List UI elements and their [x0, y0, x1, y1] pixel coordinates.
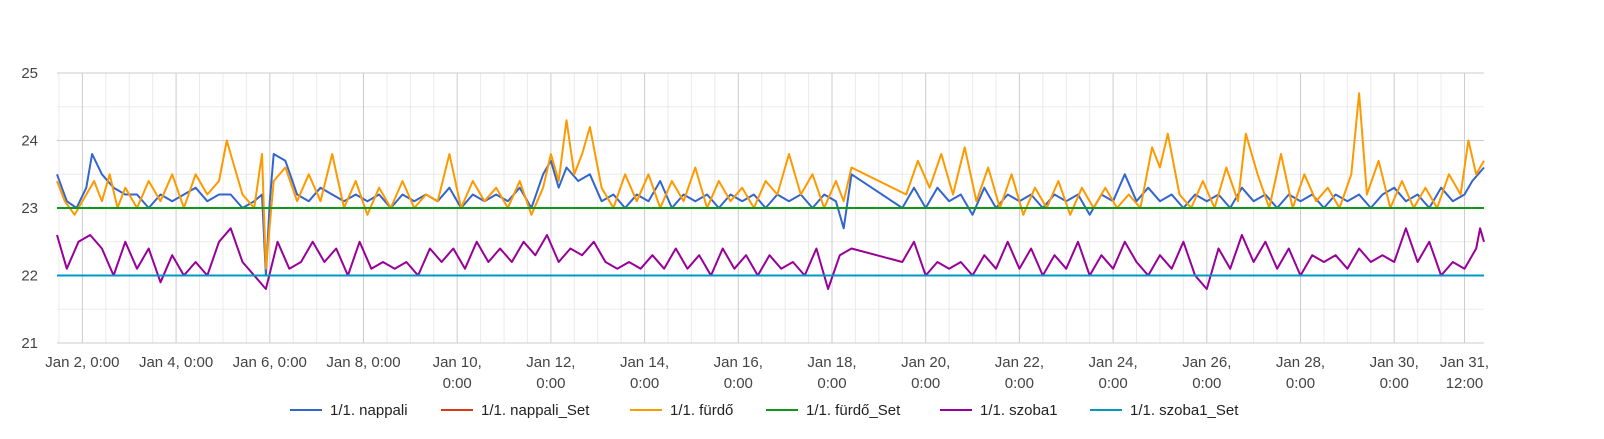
x-axis-tick-labels: Jan 2, 0:00 Jan 4, 0:00 Jan 6, 0:00 Jan 8, …: [45, 354, 1489, 392]
x-tick-label: Jan 6, 0:00: [233, 354, 307, 371]
x-tick-label: Jan 28,: [1276, 354, 1325, 371]
x-tick-label: Jan 18,: [807, 354, 856, 371]
x-tick-label: Jan 12,: [526, 354, 575, 371]
y-tick-label: 25: [21, 65, 38, 82]
x-tick-label: Jan 22,: [995, 354, 1044, 371]
y-axis-tick-labels: 21 22 23 24 25: [21, 65, 38, 352]
x-tick-label: Jan 2, 0:00: [45, 354, 119, 371]
series-line-1-1-nappali: [56, 153, 1485, 277]
x-tick-label-line2: 0:00: [1098, 375, 1127, 392]
y-tick-label: 21: [21, 335, 38, 352]
x-tick-label: Jan 10,: [433, 354, 482, 371]
x-tick-label-line2: 0:00: [724, 375, 753, 392]
series-lines: [56, 92, 1485, 290]
legend-label: 1/1. fürdő: [670, 402, 733, 419]
x-tick-label: Jan 26,: [1182, 354, 1231, 371]
x-tick-label: Jan 16,: [714, 354, 763, 371]
x-tick-label-line2: 0:00: [1380, 375, 1409, 392]
x-tick-label-line2: 0:00: [1286, 375, 1315, 392]
x-tick-label: Jan 4, 0:00: [139, 354, 213, 371]
x-tick-label: Jan 31,: [1440, 354, 1489, 371]
y-tick-label: 23: [21, 200, 38, 217]
x-tick-label-line2: 0:00: [911, 375, 940, 392]
y-tick-label: 24: [21, 133, 38, 150]
x-tick-label-line2: 12:00: [1446, 375, 1484, 392]
x-tick-label-line2: 0:00: [1005, 375, 1034, 392]
x-tick-label: Jan 24,: [1088, 354, 1137, 371]
legend-label: 1/1. fürdő_Set: [806, 402, 901, 419]
legend-label: 1/1. szoba1_Set: [1130, 402, 1239, 419]
x-tick-label-line2: 0:00: [536, 375, 565, 392]
x-tick-label: Jan 20,: [901, 354, 950, 371]
series-line-1-1-szoba1: [56, 227, 1485, 290]
legend: 1/1. nappali 1/1. nappali_Set 1/1. fürdő 1/…: [290, 402, 1239, 419]
legend-label: 1/1. szoba1: [980, 402, 1058, 419]
x-tick-label-line2: 0:00: [1192, 375, 1221, 392]
x-tick-label: Jan 8, 0:00: [326, 354, 400, 371]
x-tick-label: Jan 14,: [620, 354, 669, 371]
y-tick-label: 22: [21, 268, 38, 285]
x-tick-label: Jan 30,: [1370, 354, 1419, 371]
x-tick-label-line2: 0:00: [630, 375, 659, 392]
x-tick-label-line2: 0:00: [817, 375, 846, 392]
legend-label: 1/1. nappali: [330, 402, 408, 419]
series-line-1-1-f-rd-: [56, 92, 1485, 270]
legend-label: 1/1. nappali_Set: [481, 402, 590, 419]
x-tick-label-line2: 0:00: [443, 375, 472, 392]
